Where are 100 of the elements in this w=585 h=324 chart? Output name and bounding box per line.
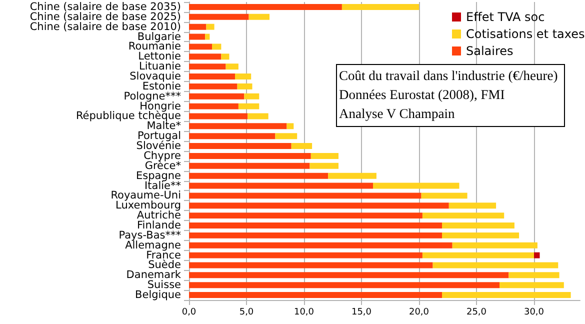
bar: [189, 74, 235, 80]
bar: [422, 252, 534, 258]
y-tick-label: Chine (salaire de base 2035): [30, 0, 181, 13]
bar: [235, 74, 252, 80]
y-tick-label: Slovénie: [136, 140, 181, 152]
bar: [189, 192, 422, 199]
annotation: Coût du travail dans l'industrie (€/heure): [339, 67, 558, 85]
legend-label: Salaires: [466, 44, 514, 58]
bar: [422, 212, 504, 219]
bar: [189, 282, 500, 288]
y-tick-label: Lettonie: [138, 50, 181, 63]
x-tick-label: 25,0: [466, 308, 487, 318]
bar: [189, 172, 328, 179]
y-tick-label: Italie**: [144, 180, 181, 192]
bar: [189, 232, 442, 238]
x-tick-label: 5,0: [239, 308, 254, 318]
bar: [244, 93, 260, 100]
legend-label: Cotisations et taxes: [466, 27, 585, 41]
bar: [189, 242, 452, 248]
y-tick-label: Hongrie: [140, 100, 181, 112]
bar: [189, 182, 373, 189]
bar: [189, 4, 342, 10]
y-tick-label: Autriche: [136, 210, 181, 222]
annotation: Données Eurostat (2008), FMI: [339, 86, 506, 104]
bar: [373, 182, 460, 189]
y-tick-label: Luxembourg: [116, 200, 181, 212]
y-tick-label: Portugal: [138, 130, 181, 142]
bar: [189, 44, 212, 50]
bar: [238, 103, 260, 110]
annotation: Analyse V Champain: [339, 105, 456, 123]
bar: [189, 54, 222, 60]
bar: [189, 24, 206, 30]
bar: [508, 272, 560, 278]
bar: [189, 64, 226, 70]
bar: [189, 212, 422, 219]
bar: [442, 222, 514, 228]
y-tick-label: Lituanie: [138, 60, 181, 73]
y-tick-label: Chine (salaire de base 2025): [30, 10, 181, 23]
bar: [291, 143, 312, 150]
bar: [248, 14, 270, 20]
bar: [189, 113, 248, 120]
bar: [442, 232, 520, 238]
bar: [534, 252, 540, 258]
bar: [500, 282, 564, 288]
y-tick-label: Chine (salaire de base 2010): [30, 20, 181, 33]
bar: [189, 143, 292, 150]
bar: [189, 272, 509, 278]
bar: [452, 242, 538, 248]
bar: [189, 262, 433, 268]
bar: [221, 54, 230, 60]
y-tick-label: Belgique: [135, 289, 181, 302]
bar: [189, 93, 244, 100]
bar: [342, 4, 419, 10]
y-tick-label: Estonie: [142, 80, 181, 92]
bar: [226, 64, 238, 70]
y-tick-label: Bulgarie: [137, 30, 181, 43]
bar: [189, 222, 442, 228]
bar: [448, 202, 496, 209]
bar: [421, 192, 468, 199]
bar: [205, 34, 210, 40]
bar: [310, 152, 338, 159]
y-tick-label: République tchèque: [76, 110, 181, 122]
legend-label: Effet TVA soc: [466, 10, 545, 24]
x-tick-label: 10,0: [294, 308, 314, 318]
bar: [310, 162, 338, 169]
y-tick-label: Danemark: [126, 269, 182, 282]
bar: [189, 103, 238, 110]
y-tick-label: Finlande: [137, 220, 181, 232]
bar: [189, 14, 249, 20]
bar: [189, 152, 311, 159]
bar: [189, 133, 276, 140]
x-tick-label: 15,0: [351, 308, 372, 318]
y-tick-label: Pologne***: [124, 90, 181, 102]
y-tick-label: Suède: [148, 259, 181, 272]
bar: [275, 133, 298, 140]
y-tick-label: Roumanie: [128, 40, 181, 53]
bar: [189, 202, 449, 209]
y-tick-label: Pays-Bas***: [118, 229, 181, 242]
bar: [189, 252, 422, 258]
x-tick-label: 30,0: [524, 308, 544, 318]
y-tick-label: Chypre: [144, 150, 181, 162]
bar: [189, 83, 238, 90]
bar: [248, 113, 268, 120]
bar: [286, 123, 294, 130]
bar: [237, 83, 252, 90]
bar: [189, 162, 310, 169]
bar: [442, 292, 571, 298]
bar: [189, 292, 442, 298]
bar: [189, 34, 206, 40]
bar: [212, 44, 222, 50]
x-tick-label: 0,0: [182, 308, 196, 318]
y-tick-label: Royaume-Uni: [110, 190, 181, 202]
y-tick-label: Slovaquie: [130, 70, 181, 82]
bar: [328, 172, 376, 179]
x-tick-label: 20,0: [408, 308, 430, 318]
y-tick-label: Allemagne: [125, 239, 181, 252]
bar: [189, 123, 287, 130]
y-tick-label: Suisse: [147, 279, 181, 292]
bar: [206, 24, 214, 30]
y-tick-label: Grèce*: [144, 160, 181, 172]
